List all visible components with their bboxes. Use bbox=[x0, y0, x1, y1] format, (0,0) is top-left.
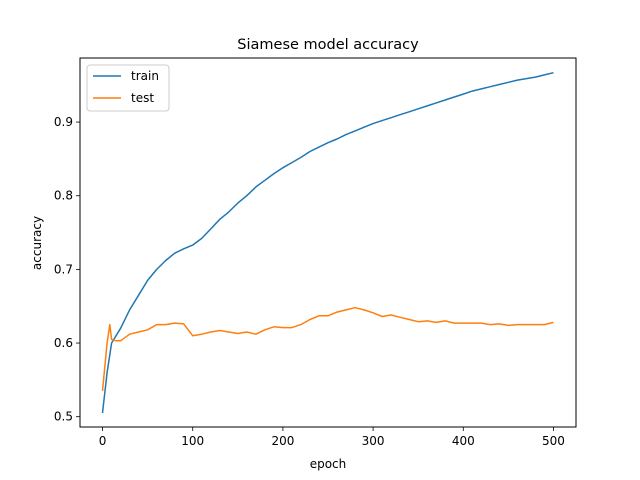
plot-frame bbox=[79, 57, 577, 428]
plot-lines bbox=[101, 71, 554, 414]
legend: train test bbox=[86, 64, 170, 112]
x-tick-label: 500 bbox=[542, 434, 565, 448]
y-axis-label: accuracy bbox=[30, 216, 44, 270]
x-tick-label: 200 bbox=[271, 434, 294, 448]
y-tick-label: 0.7 bbox=[54, 262, 73, 276]
series-line-train bbox=[101, 71, 554, 414]
y-tick-label: 0.8 bbox=[54, 189, 73, 203]
x-tick-label: 100 bbox=[181, 434, 204, 448]
y-tick-label: 0.6 bbox=[54, 336, 73, 350]
legend-test-label: test bbox=[131, 91, 154, 105]
x-tick-label: 300 bbox=[362, 434, 385, 448]
series-line-test bbox=[101, 306, 554, 391]
x-tick-label: 400 bbox=[452, 434, 475, 448]
x-axis-ticks: 0 100 200 300 400 500 bbox=[99, 427, 565, 448]
y-axis-ticks: 0.5 0.6 0.7 0.8 0.9 bbox=[54, 115, 80, 424]
chart-title: Siamese model accuracy bbox=[237, 37, 419, 53]
y-tick-label: 0.5 bbox=[54, 410, 73, 424]
y-tick-label: 0.9 bbox=[54, 115, 73, 129]
x-axis-label: epoch bbox=[310, 457, 347, 471]
x-tick-label: 0 bbox=[99, 434, 107, 448]
legend-train-label: train bbox=[131, 69, 159, 83]
